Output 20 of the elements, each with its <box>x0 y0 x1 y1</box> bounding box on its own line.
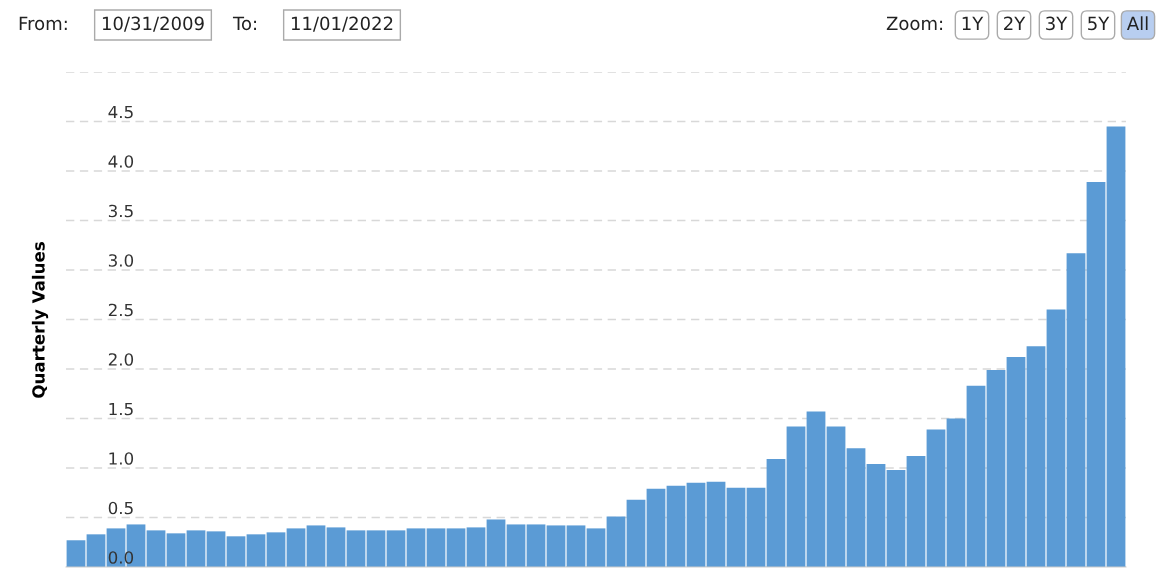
text: 1Y <box>962 16 984 30</box>
text: 10/31/2009 <box>102 16 204 32</box>
text: 11/01/2022 <box>291 16 393 32</box>
y-tick-label: 2.5 <box>108 303 133 317</box>
y-tick-label: 4.5 <box>108 105 133 119</box>
y-tick-label: 2.0 <box>108 353 134 366</box>
text: All <box>1126 16 1148 30</box>
y-tick-label: 0.5 <box>108 501 133 515</box>
y-tick-label: 3.0 <box>108 254 134 267</box>
text: 5Y <box>1088 16 1110 31</box>
y-tick-label: 1.0 <box>109 452 134 465</box>
y-tick-label: 1.5 <box>109 402 133 416</box>
text: From: <box>19 16 67 31</box>
y-axis-title: Quarterly Values <box>31 242 49 398</box>
text: 3Y <box>1046 16 1068 31</box>
text: Zoom: <box>886 16 943 31</box>
text: 2Y <box>1004 16 1026 30</box>
y-tick-label: 4.0 <box>108 155 134 168</box>
y-tick-label: 3.5 <box>108 204 133 218</box>
text: To: <box>232 16 256 31</box>
